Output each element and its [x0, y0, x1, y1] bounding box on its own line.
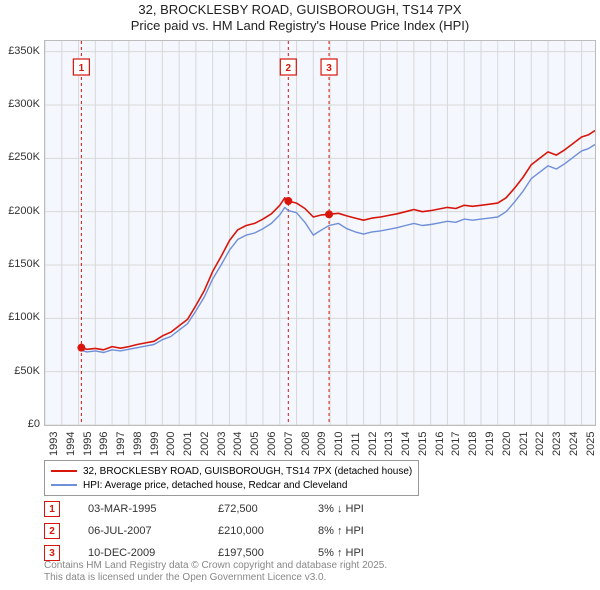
x-tick-label: 2008: [300, 432, 312, 456]
svg-text:3: 3: [326, 63, 332, 74]
title-line-2: Price paid vs. HM Land Registry's House …: [0, 18, 600, 34]
y-tick-label: £300K: [0, 98, 40, 110]
x-tick-label: 2024: [568, 432, 580, 456]
y-tick-label: £350K: [0, 45, 40, 57]
x-tick-label: 2012: [367, 432, 379, 456]
x-tick-label: 2010: [333, 432, 345, 456]
sale-delta-1: 8% ↑ HPI: [318, 525, 438, 537]
legend-swatch-0: [51, 470, 77, 472]
footer-line-1: Contains HM Land Registry data © Crown c…: [44, 560, 387, 572]
x-tick-label: 1997: [115, 432, 127, 456]
sale-marker-2: 3: [44, 545, 60, 561]
sale-date-0: 03-MAR-1995: [88, 503, 218, 515]
x-tick-label: 2017: [450, 432, 462, 456]
legend-label-1: HPI: Average price, detached house, Redc…: [83, 480, 347, 491]
sale-price-0: £72,500: [218, 503, 318, 515]
sales-table: 1 03-MAR-1995 £72,500 3% ↓ HPI 2 06-JUL-…: [44, 498, 438, 564]
x-tick-label: 2021: [518, 432, 530, 456]
sale-date-2: 10-DEC-2009: [88, 547, 218, 559]
x-tick-label: 2020: [501, 432, 513, 456]
x-tick-label: 2002: [199, 432, 211, 456]
x-tick-label: 1998: [132, 432, 144, 456]
sale-row-1: 2 06-JUL-2007 £210,000 8% ↑ HPI: [44, 520, 438, 542]
x-tick-label: 2013: [383, 432, 395, 456]
x-tick-label: 2011: [350, 432, 362, 456]
x-tick-label: 2004: [232, 432, 244, 456]
x-tick-label: 2022: [534, 432, 546, 456]
sale-row-0: 1 03-MAR-1995 £72,500 3% ↓ HPI: [44, 498, 438, 520]
chart-svg: 1 2 3: [45, 41, 595, 425]
y-tick-label: £150K: [0, 258, 40, 270]
x-tick-label: 2014: [400, 432, 412, 456]
chart-area: 1 2 3: [44, 40, 596, 426]
footer-note: Contains HM Land Registry data © Crown c…: [44, 560, 387, 584]
x-tick-label: 1995: [82, 432, 94, 456]
sale-marker-1: 2: [44, 523, 60, 539]
x-tick-label: 2001: [182, 432, 194, 456]
x-tick-label: 1996: [98, 432, 110, 456]
x-tick-label: 2005: [249, 432, 261, 456]
svg-text:1: 1: [79, 63, 85, 74]
sale-marker-0: 1: [44, 501, 60, 517]
y-tick-label: £50K: [0, 365, 40, 377]
x-tick-label: 2016: [434, 432, 446, 456]
x-tick-label: 2019: [484, 432, 496, 456]
y-tick-label: £0: [0, 418, 40, 430]
y-tick-label: £200K: [0, 205, 40, 217]
x-tick-label: 1993: [48, 432, 60, 456]
legend-row-1: HPI: Average price, detached house, Redc…: [51, 478, 412, 492]
x-tick-label: 2007: [283, 432, 295, 456]
legend-label-0: 32, BROCKLESBY ROAD, GUISBOROUGH, TS14 7…: [83, 466, 412, 477]
sale-date-1: 06-JUL-2007: [88, 525, 218, 537]
legend-row-0: 32, BROCKLESBY ROAD, GUISBOROUGH, TS14 7…: [51, 464, 412, 478]
legend-swatch-1: [51, 484, 77, 486]
x-tick-label: 2006: [266, 432, 278, 456]
x-tick-label: 2025: [585, 432, 597, 456]
title-line-1: 32, BROCKLESBY ROAD, GUISBOROUGH, TS14 7…: [0, 2, 600, 18]
legend-box: 32, BROCKLESBY ROAD, GUISBOROUGH, TS14 7…: [44, 460, 419, 496]
x-tick-label: 1999: [149, 432, 161, 456]
x-tick-label: 2015: [417, 432, 429, 456]
sale-delta-0: 3% ↓ HPI: [318, 503, 438, 515]
svg-text:2: 2: [286, 63, 292, 74]
sale-price-2: £197,500: [218, 547, 318, 559]
x-tick-label: 2009: [316, 432, 328, 456]
footer-line-2: This data is licensed under the Open Gov…: [44, 572, 387, 584]
figure: 32, BROCKLESBY ROAD, GUISBOROUGH, TS14 7…: [0, 0, 600, 590]
x-tick-label: 2018: [467, 432, 479, 456]
title-block: 32, BROCKLESBY ROAD, GUISBOROUGH, TS14 7…: [0, 2, 600, 35]
y-tick-label: £100K: [0, 311, 40, 323]
sale-delta-2: 5% ↑ HPI: [318, 547, 438, 559]
sale-price-1: £210,000: [218, 525, 318, 537]
x-tick-label: 2003: [216, 432, 228, 456]
x-tick-label: 1994: [65, 432, 77, 456]
x-tick-label: 2000: [165, 432, 177, 456]
x-tick-label: 2023: [551, 432, 563, 456]
y-tick-label: £250K: [0, 151, 40, 163]
